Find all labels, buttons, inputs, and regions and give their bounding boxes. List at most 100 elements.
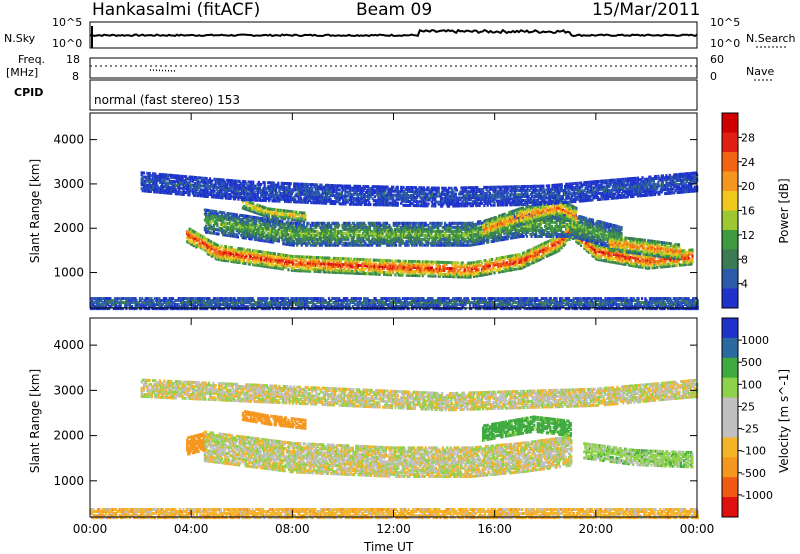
data-cell [321, 256, 324, 260]
data-cell [485, 264, 488, 268]
data-cell [568, 222, 571, 226]
data-cell [347, 259, 350, 263]
data-cell [531, 220, 534, 224]
data-cell [269, 228, 272, 232]
data-cell [542, 246, 545, 250]
data-cell [319, 256, 322, 260]
data-cell [335, 221, 338, 225]
data-cell [593, 230, 596, 234]
data-cell [364, 241, 367, 245]
data-cell [205, 210, 208, 214]
data-cell [446, 243, 449, 247]
data-cell [296, 227, 299, 231]
data-cell [484, 223, 488, 227]
data-cell [450, 241, 453, 245]
data-cell [586, 233, 589, 236]
data-cell [418, 237, 422, 241]
data-cell [535, 228, 538, 232]
data-cell [630, 259, 633, 263]
nsky-label: N.Sky [4, 32, 35, 45]
data-cell [373, 239, 376, 243]
data-cell [643, 264, 646, 268]
data-cell [272, 240, 275, 244]
data-cell [553, 249, 556, 252]
data-cell [233, 213, 236, 216]
data-cell [585, 234, 588, 238]
data-cell [457, 221, 460, 225]
data-cell [476, 270, 479, 274]
data-cell [439, 235, 442, 239]
data-cell [332, 270, 336, 274]
data-cell [511, 258, 514, 262]
data-cell [346, 265, 349, 269]
data-cell [555, 220, 558, 224]
data-cell [195, 245, 198, 249]
data-cell [476, 264, 479, 268]
data-cell [308, 227, 311, 231]
data-cell [323, 262, 326, 266]
data-cell [264, 217, 267, 221]
data-cell [521, 230, 524, 234]
data-cell [681, 257, 684, 261]
data-cell [302, 261, 305, 265]
data-cell [258, 238, 261, 242]
data-cell [315, 264, 319, 267]
data-cell [359, 239, 362, 243]
data-cell [619, 256, 622, 260]
data-cell [341, 223, 344, 227]
data-cell [321, 221, 324, 225]
data-cell [208, 227, 211, 231]
data-cell [219, 218, 222, 222]
data-cell [288, 223, 291, 227]
data-cell [438, 237, 441, 241]
data-cell [580, 227, 583, 231]
data-cell [316, 239, 319, 243]
data-cell [347, 257, 350, 261]
data-cell [216, 228, 219, 232]
data-cell [351, 225, 354, 229]
data-cell [550, 220, 554, 224]
data-cell [589, 235, 592, 239]
data-cell [458, 269, 461, 273]
data-cell [289, 264, 292, 268]
data-cell [685, 263, 688, 266]
data-cell [586, 219, 589, 223]
data-cell [507, 257, 510, 261]
data-cell [347, 271, 350, 275]
data-cell [452, 269, 455, 273]
data-cell [535, 257, 538, 261]
data-cell [260, 237, 263, 240]
data-cell [601, 250, 604, 254]
data-cell [426, 229, 430, 233]
data-cell [388, 229, 391, 233]
data-cell [455, 239, 458, 243]
data-cell [442, 241, 445, 245]
data-cell [640, 261, 643, 265]
data-cell [344, 225, 348, 229]
data-cell [401, 223, 404, 227]
data-cell [375, 262, 378, 266]
data-cell [355, 243, 358, 247]
data-cell [348, 271, 352, 275]
data-cell [623, 254, 626, 258]
data-cell [455, 273, 458, 277]
data-cell [431, 262, 435, 266]
data-cell [306, 223, 309, 227]
data-cell [547, 232, 550, 236]
data-cell [327, 262, 330, 266]
data-cell [542, 242, 545, 246]
data-cell [242, 222, 245, 226]
data-cell [259, 234, 262, 238]
data-cell [335, 233, 338, 237]
data-cell [393, 241, 397, 245]
data-cell [595, 244, 598, 247]
data-cell [421, 241, 424, 245]
data-cell [505, 231, 508, 235]
nsky-line [89, 28, 698, 38]
data-cell [546, 244, 550, 248]
data-cell [384, 261, 387, 265]
data-cell [560, 246, 563, 250]
data-cell [350, 227, 353, 231]
data-cell [277, 223, 280, 227]
data-cell [433, 239, 436, 243]
